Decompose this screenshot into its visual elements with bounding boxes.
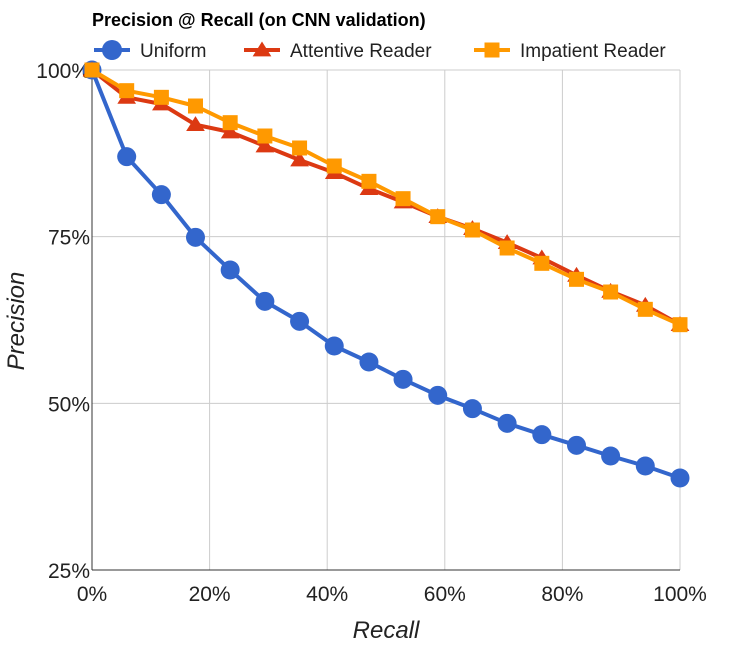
y-tick-label: 100% [36,60,90,83]
x-tick-label: 60% [424,583,466,606]
data-point [151,185,171,205]
legend: Uniform Attentive Reader Impatient Reader [94,40,666,62]
axes [91,70,680,571]
data-point [290,311,310,331]
data-point [153,89,169,105]
data-point [670,468,690,488]
data-point [257,128,273,144]
data-point [290,151,309,167]
data-point [672,317,688,333]
chart-title: Precision @ Recall (on CNN validation) [92,10,426,30]
data-point [292,140,308,156]
x-tick-label: 80% [541,583,583,606]
series-layer [82,60,690,488]
x-tick-label: 40% [306,583,348,606]
data-point [255,137,275,153]
data-point [534,255,550,271]
legend-label: Impatient Reader [520,41,666,62]
series-uniform [82,60,690,488]
data-point [220,123,240,139]
data-point [430,209,446,225]
legend-marker [102,40,122,60]
data-point [567,435,587,455]
data-point [601,446,621,466]
data-point [532,425,552,445]
data-point [464,222,480,238]
legend-item: Impatient Reader [474,41,666,62]
data-point [185,227,205,247]
data-point [255,291,275,311]
data-point [497,413,517,433]
x-tick-label: 100% [653,583,707,606]
data-point [187,98,203,114]
legend-item: Uniform [94,40,207,62]
tick-labels: 0% 20% 40% 60% 80% 100% 100% 75% 50% 25% [36,60,707,606]
data-point [569,271,585,287]
y-axis-title: Precision [3,272,30,371]
data-point [462,399,482,419]
data-point [361,173,377,189]
data-point [393,369,413,389]
series-line [90,69,681,480]
legend-marker [252,41,272,57]
data-point [84,62,100,78]
data-point [359,352,379,372]
data-point [395,191,411,207]
legend-label: Attentive Reader [290,41,432,62]
data-point [222,115,238,131]
x-tick-label: 0% [77,583,107,606]
data-point [117,147,137,167]
data-point [637,301,653,317]
data-point [603,284,619,300]
data-point [428,385,448,405]
legend-label: Uniform [140,41,207,62]
data-point [499,240,515,256]
data-point [635,456,655,476]
data-point [324,336,344,356]
legend-item: Attentive Reader [244,41,432,62]
x-axis-title: Recall [353,617,420,644]
gridlines [92,69,681,570]
data-point [220,260,240,280]
data-point [119,83,135,99]
y-tick-label: 75% [48,227,90,250]
series-impatient-reader [84,62,688,333]
y-tick-label: 25% [48,560,90,583]
data-point [186,116,205,132]
y-tick-label: 50% [48,393,90,416]
data-point [326,158,342,174]
legend-marker [484,42,500,58]
x-tick-label: 20% [189,583,231,606]
